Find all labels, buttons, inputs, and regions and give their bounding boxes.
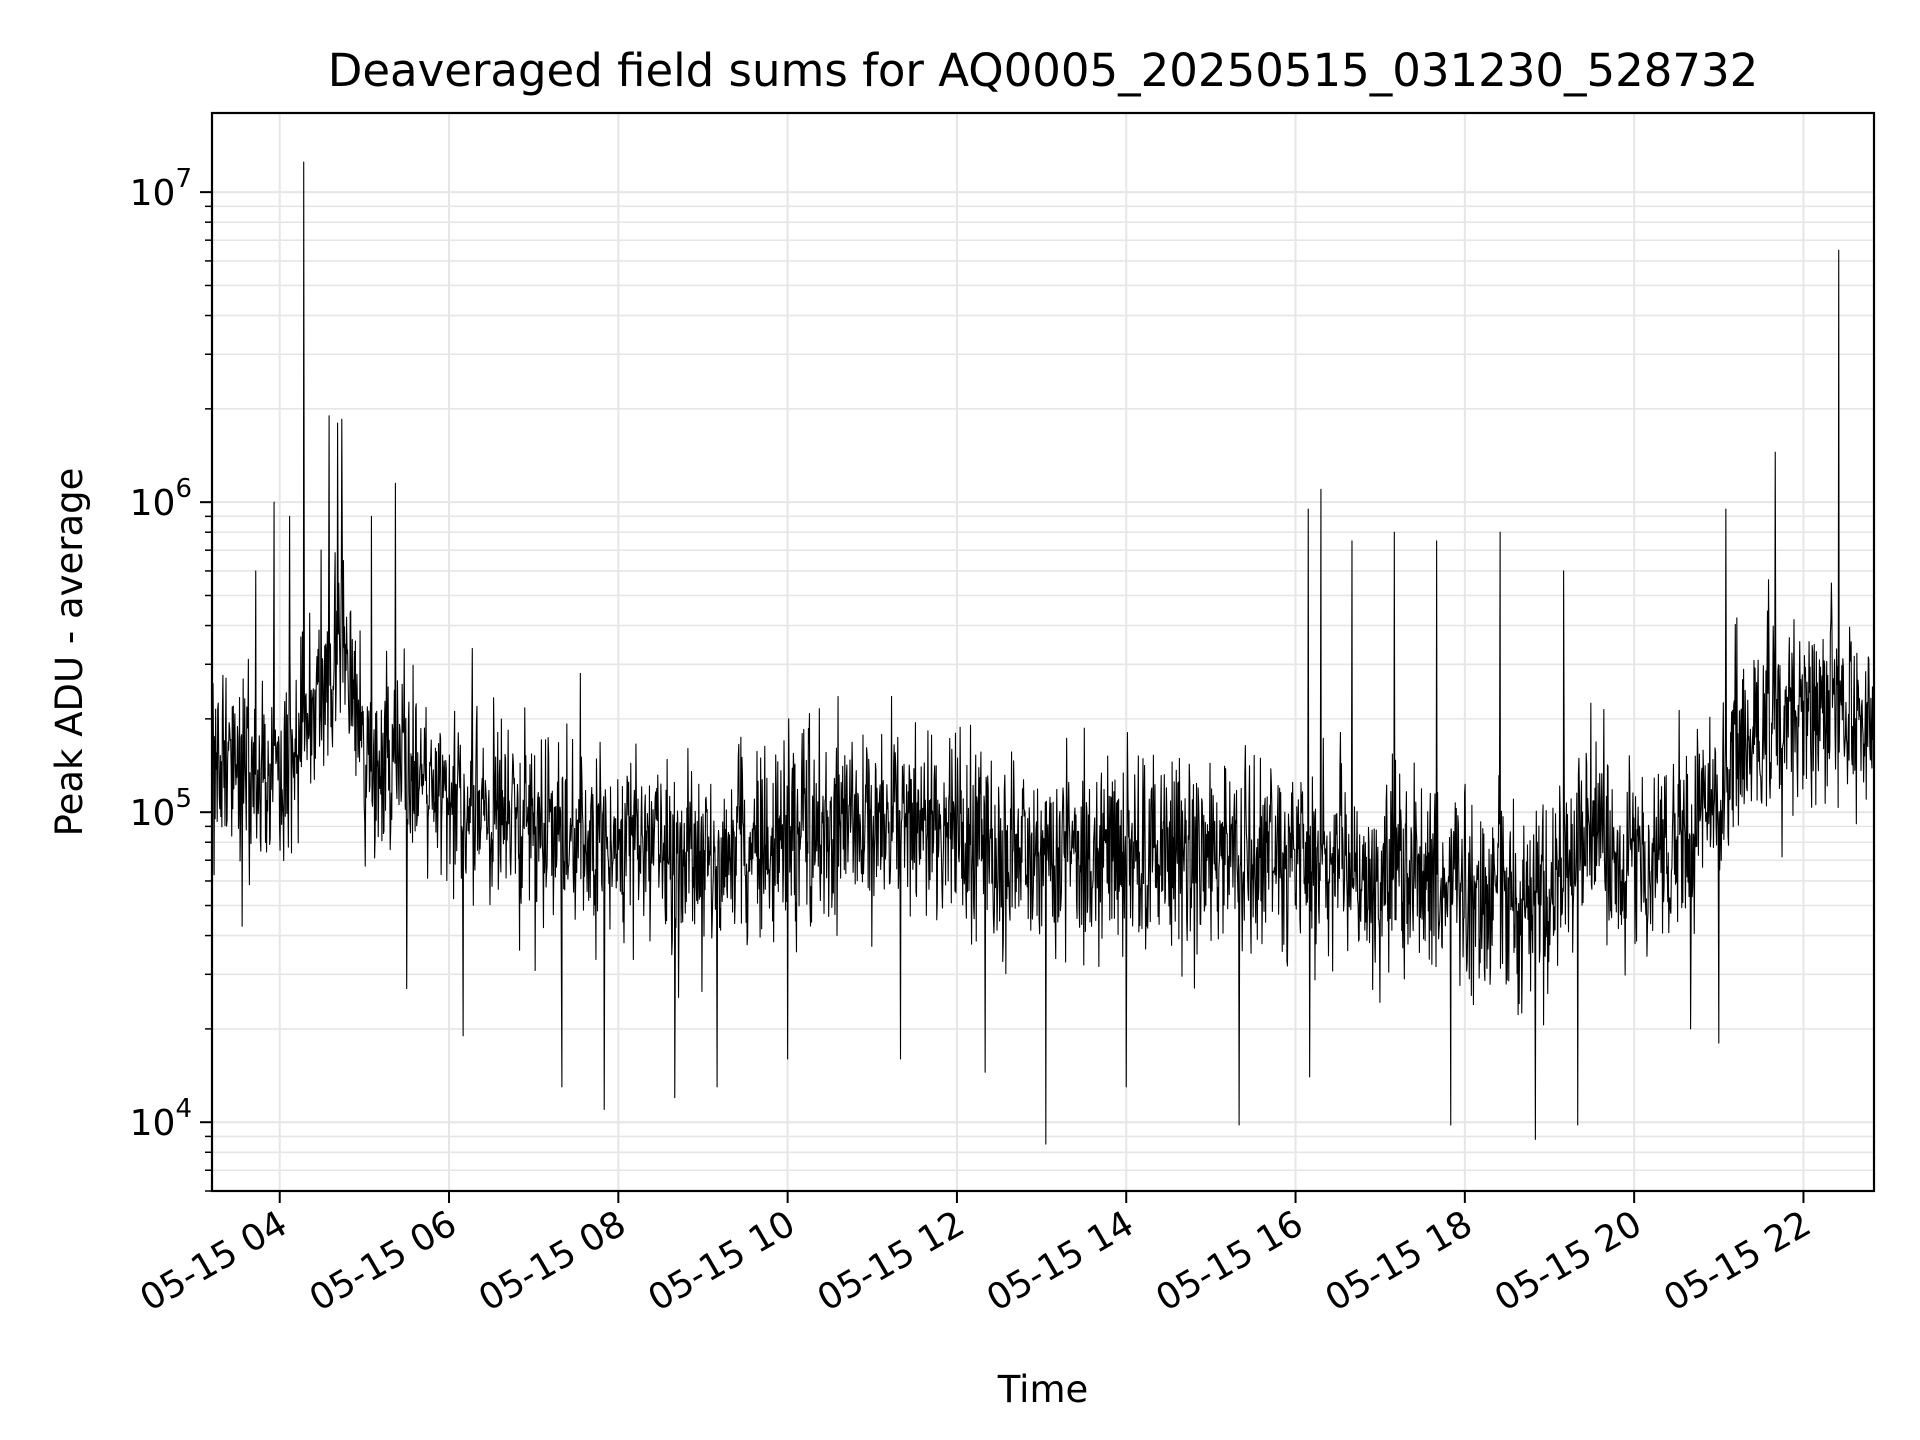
- y-axis: 104 105 106 107: [130, 164, 212, 1192]
- y-axis-label: Peak ADU - average: [48, 468, 91, 837]
- plot-frame: [210, 111, 1876, 1193]
- series: [211, 161, 1875, 1145]
- chart-title: Deaveraged field sums for AQ0005_2025051…: [328, 44, 1759, 97]
- y-tick-label: 107: [130, 164, 192, 214]
- y-tick-label: 105: [130, 784, 192, 834]
- x-axis-label: Time: [997, 1368, 1089, 1411]
- y-tick-label: 106: [130, 474, 192, 524]
- y-tick-label: 104: [130, 1094, 192, 1144]
- series-line: [211, 161, 1875, 1145]
